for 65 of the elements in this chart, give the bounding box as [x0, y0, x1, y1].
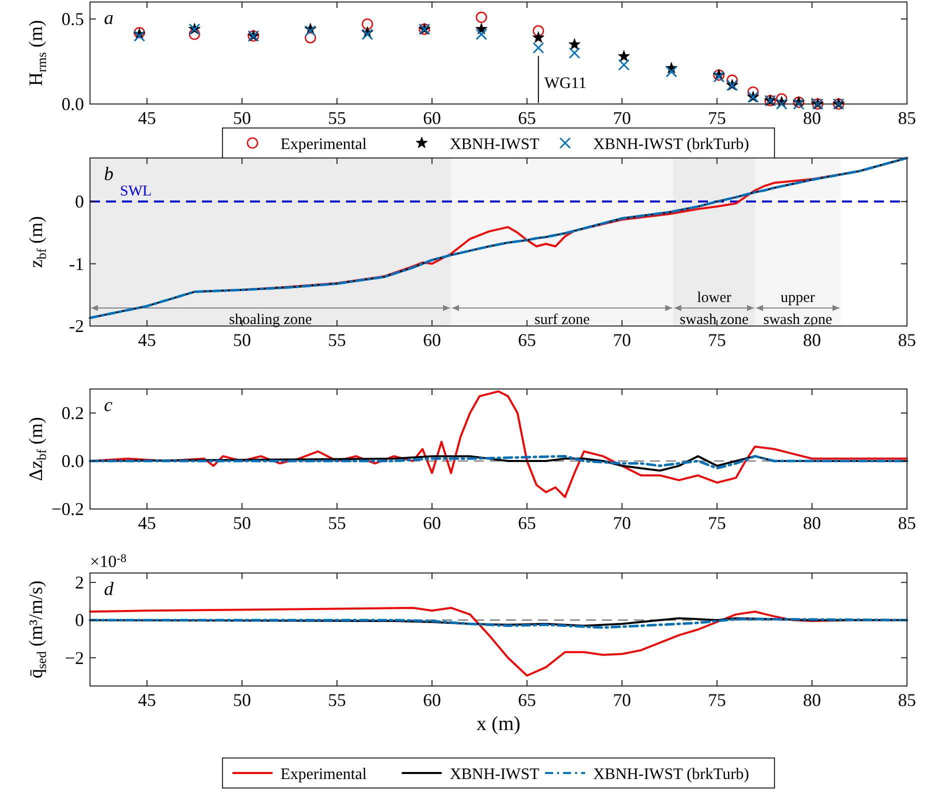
y-tick-label: -2 — [69, 316, 84, 336]
x-tick-label: 75 — [708, 108, 726, 128]
ref-line-label: SWL — [120, 184, 152, 200]
chart-title: a — [104, 8, 114, 29]
annotation: WG11 — [544, 74, 586, 92]
x-tick-label: 45 — [138, 330, 156, 350]
band-label: lower swash zone — [680, 290, 749, 328]
y-tick-label: 2 — [75, 572, 84, 592]
y-tick-label: −0.2 — [51, 499, 84, 519]
x-tick-label: 45 — [138, 513, 156, 533]
y-tick-label: 0.5 — [62, 9, 84, 29]
x-tick-label: 80 — [803, 513, 821, 533]
chart-title: b — [104, 164, 114, 185]
x-tick-label: 85 — [898, 108, 916, 128]
y-tick-label: 0 — [75, 610, 84, 630]
x-tick-label: 60 — [423, 108, 441, 128]
x-tick-label: 55 — [328, 513, 346, 533]
y-tick-label: 0.2 — [62, 403, 84, 423]
chart-title: d — [104, 579, 114, 600]
x-tick-label: 70 — [613, 690, 631, 710]
x-tick-label: 80 — [803, 108, 821, 128]
x-tick-label: 60 — [423, 690, 441, 710]
x-tick-label: 45 — [138, 690, 156, 710]
y-tick-label: 0.0 — [62, 94, 84, 114]
legend-label: XBNH-IWST — [450, 136, 540, 153]
x-tick-label: 70 — [613, 330, 631, 350]
x-tick-label: 70 — [613, 108, 631, 128]
x-tick-label: 65 — [518, 330, 536, 350]
x-tick-label: 60 — [423, 513, 441, 533]
x-tick-label: 55 — [328, 690, 346, 710]
band-label: upper swash zone — [763, 290, 832, 328]
x-tick-label: 60 — [423, 330, 441, 350]
y-tick-label: 0 — [75, 192, 84, 212]
legend-label: XBNH-IWST (brkTurb) — [593, 766, 750, 783]
legend-label: Experimental — [280, 766, 368, 783]
x-tick-label: 65 — [518, 108, 536, 128]
x-tick-label: 50 — [233, 690, 251, 710]
band-label: surf zone — [534, 312, 590, 328]
x-tick-label: 65 — [518, 513, 536, 533]
x-axis-title: x (m) — [476, 713, 520, 735]
band-label: shoaling zone — [229, 312, 312, 328]
x-tick-label: 85 — [898, 690, 916, 710]
x-tick-label: 75 — [708, 513, 726, 533]
x-tick-label: 45 — [138, 108, 156, 128]
legend-label: XBNH-IWST (brkTurb) — [593, 136, 750, 153]
x-tick-label: 50 — [233, 330, 251, 350]
chart-title: c — [104, 395, 113, 416]
y-tick-label: -1 — [69, 254, 84, 274]
x-tick-label: 70 — [613, 513, 631, 533]
x-tick-label: 75 — [708, 690, 726, 710]
x-tick-label: 50 — [233, 513, 251, 533]
x-tick-label: 65 — [518, 690, 536, 710]
text: ×10$^{-8}$ — [90, 551, 127, 571]
x-tick-label: 80 — [803, 690, 821, 710]
x-tick-label: 85 — [898, 330, 916, 350]
legend-label: Experimental — [280, 136, 368, 153]
y-tick-label: 0.0 — [62, 451, 84, 471]
y-tick-label: −2 — [64, 648, 84, 668]
x-tick-label: 50 — [233, 108, 251, 128]
x-tick-label: 55 — [328, 108, 346, 128]
x-tick-label: 55 — [328, 330, 346, 350]
x-tick-label: 85 — [898, 513, 916, 533]
x-tick-label: 80 — [803, 330, 821, 350]
x-tick-label: 75 — [708, 330, 726, 350]
legend-label: XBNH-IWST — [450, 766, 540, 783]
